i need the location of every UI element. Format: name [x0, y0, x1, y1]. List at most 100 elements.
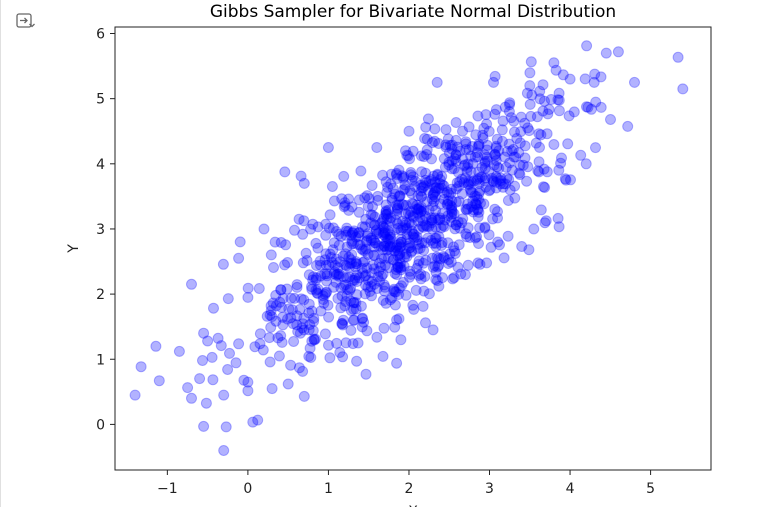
scatter-point [389, 188, 401, 200]
scatter-point [296, 322, 308, 334]
scatter-point [439, 214, 451, 226]
scatter-point [413, 204, 425, 216]
scatter-point [371, 142, 383, 153]
scatter-point [526, 89, 538, 101]
scatter-point [395, 262, 407, 274]
scatter-point [380, 206, 392, 218]
scatter-point [242, 376, 254, 388]
scatter-point [234, 236, 246, 248]
scatter-point [470, 129, 482, 141]
scatter-point [400, 223, 412, 235]
scatter-point [446, 195, 458, 207]
scatter-point [285, 312, 297, 324]
scatter-point [312, 221, 324, 233]
scatter-point [519, 140, 531, 152]
scatter-point [491, 172, 503, 184]
scatter-point [372, 190, 384, 202]
scatter-point [429, 135, 441, 147]
scatter-point [438, 252, 450, 264]
y-tick-label: 3 [96, 222, 105, 238]
scatter-point [266, 311, 278, 323]
scatter-point [481, 151, 493, 163]
scatter-point [414, 211, 426, 223]
scatter-point [369, 250, 380, 261]
scatter-point [484, 184, 496, 196]
scatter-point [319, 268, 331, 280]
scatter-point [265, 300, 277, 312]
scatter-point [340, 260, 352, 272]
scatter-point [456, 188, 468, 200]
scatter-point [378, 213, 390, 224]
scatter-point [390, 242, 402, 254]
scatter-point [456, 217, 468, 229]
scatter-point [459, 269, 471, 281]
scatter-point [513, 147, 525, 159]
scatter-point [445, 256, 457, 268]
y-tick-label: 0 [96, 417, 105, 433]
scatter-point [458, 177, 470, 188]
scatter-point [450, 134, 462, 146]
scatter-point [418, 205, 430, 217]
scatter-point [218, 389, 230, 401]
scatter-point [429, 191, 441, 203]
scatter-point [368, 249, 380, 261]
scatter-point [346, 257, 358, 269]
scatter-point [288, 336, 300, 347]
scatter-point [357, 244, 369, 256]
scatter-point [308, 333, 320, 345]
scatter-point [452, 166, 464, 178]
scatter-point [347, 314, 359, 326]
scatter-point [412, 259, 424, 270]
scatter-point [367, 201, 378, 212]
scatter-point [345, 324, 357, 336]
scatter-point [324, 248, 336, 260]
scatter-point [404, 237, 416, 249]
scatter-point [393, 249, 405, 260]
output-collapse-icon[interactable] [14, 10, 36, 32]
scatter-point [490, 176, 502, 188]
scatter-point [391, 208, 402, 220]
scatter-point [350, 231, 362, 243]
x-tick-label: −1 [157, 481, 178, 497]
scatter-point [270, 315, 282, 327]
scatter-point [310, 274, 322, 286]
scatter-point [450, 196, 462, 208]
scatter-point [356, 263, 368, 274]
scatter-point [394, 261, 406, 273]
scatter-point [450, 117, 462, 128]
scatter-point [333, 228, 345, 240]
scatter-point [282, 378, 294, 390]
scatter-point [472, 173, 484, 185]
scatter-point [407, 228, 419, 240]
scatter-point [580, 158, 592, 170]
scatter-point [436, 179, 448, 191]
scatter-point [348, 297, 360, 308]
scatter-point [291, 310, 303, 322]
scatter-point [418, 285, 430, 297]
scatter-point [556, 152, 567, 164]
scatter-point [339, 300, 351, 312]
scatter-point [330, 253, 342, 265]
scatter-point [387, 254, 399, 266]
scatter-point [415, 185, 427, 197]
scatter-point [401, 228, 413, 240]
scatter-point [419, 237, 431, 249]
scatter-point [479, 149, 491, 161]
scatter-point [366, 267, 378, 279]
scatter-point [257, 344, 269, 356]
scatter-point [350, 256, 362, 268]
scatter-point [437, 208, 448, 220]
scatter-point [230, 357, 242, 369]
scatter-point [430, 232, 442, 244]
scatter-point [560, 174, 572, 186]
scatter-point [395, 264, 407, 276]
scatter-point [493, 145, 505, 157]
scatter-point [342, 284, 354, 295]
scatter-point [317, 294, 329, 305]
scatter-point [425, 234, 437, 246]
scatter-point [473, 238, 484, 249]
scatter-point [522, 161, 534, 173]
scatter-point [327, 222, 339, 234]
scatter-point [382, 208, 393, 220]
scatter-point [307, 218, 319, 230]
